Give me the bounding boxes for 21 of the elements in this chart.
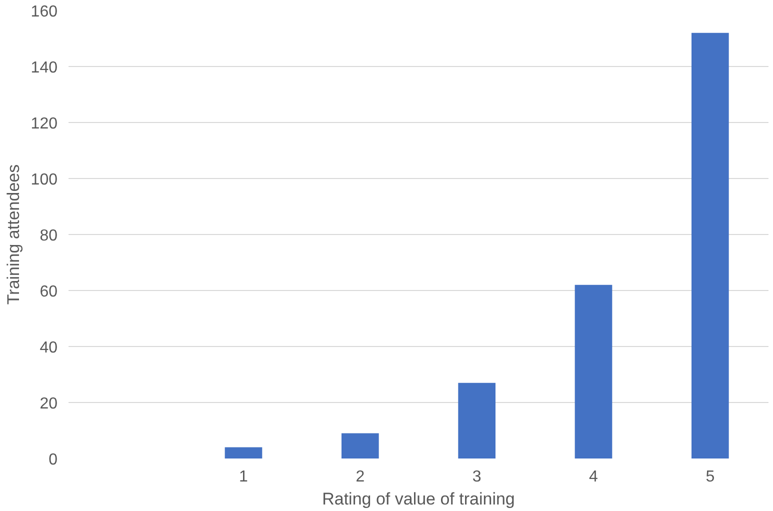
x-tick-label: 3: [472, 468, 482, 486]
y-tick-label: 120: [30, 116, 58, 132]
x-tick-label: 4: [589, 468, 598, 486]
bar: [574, 284, 612, 458]
x-tick-label: 1: [239, 468, 248, 486]
y-tick-label: 0: [48, 452, 58, 468]
bar: [458, 382, 496, 458]
bar: [342, 433, 379, 458]
y-tick-label: 160: [30, 4, 58, 20]
x-tick-label: 5: [706, 468, 715, 486]
y-axis-title: Training attendees: [4, 164, 23, 305]
y-tick-label: 60: [40, 284, 58, 300]
y-tick-label: 20: [40, 396, 58, 412]
bar: [692, 32, 729, 458]
y-tick-label: 80: [40, 228, 58, 244]
x-axis-title: Rating of value of training: [322, 490, 515, 508]
bar: [224, 447, 262, 458]
y-tick-label: 40: [40, 340, 58, 356]
y-tick-label: 100: [30, 172, 58, 188]
x-tick-label: 2: [356, 468, 365, 486]
y-tick-label: 140: [30, 60, 58, 76]
